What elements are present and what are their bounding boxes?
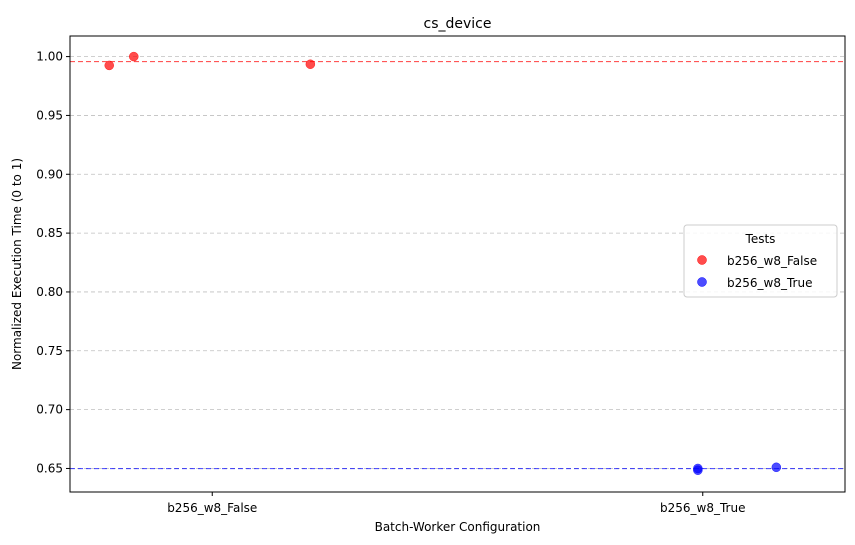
x-tick-label: b256_w8_False (167, 501, 257, 515)
y-tick-label: 0.75 (36, 344, 63, 358)
data-point (129, 51, 139, 62)
x-tick-label: b256_w8_True (660, 501, 745, 515)
data-point (104, 60, 114, 71)
scatter-points (104, 51, 782, 475)
legend-marker (697, 255, 707, 265)
legend-marker (697, 277, 707, 287)
x-axis-ticks: b256_w8_False b256_w8_True (167, 492, 745, 515)
y-axis-ticks: 0.65 0.70 0.75 0.80 0.85 0.90 0.95 1.00 (36, 50, 70, 475)
legend-label: b256_w8_True (727, 276, 812, 290)
legend-items: b256_w8_False b256_w8_True (697, 254, 817, 290)
y-tick-label: 0.70 (36, 403, 63, 417)
mean-lines (70, 61, 845, 470)
legend-title: Tests (745, 232, 776, 246)
legend-label: b256_w8_False (727, 254, 817, 268)
x-axis-label: Batch-Worker Configuration (375, 520, 541, 534)
data-point (693, 465, 703, 475)
data-point (771, 462, 782, 473)
y-tick-label: 0.90 (36, 167, 63, 181)
chart-title: cs_device (424, 16, 492, 32)
y-axis-label: Normalized Execution Time (0 to 1) (10, 158, 24, 370)
grid-lines (70, 56, 845, 469)
y-tick-label: 0.65 (36, 461, 63, 475)
legend: Tests b256_w8_False b256_w8_True (683, 224, 838, 298)
data-point (305, 59, 316, 69)
y-tick-label: 0.80 (36, 285, 63, 299)
y-tick-label: 0.85 (36, 226, 63, 240)
plot-frame (69, 35, 846, 493)
y-tick-label: 1.00 (36, 50, 63, 64)
legend-box (683, 224, 838, 298)
y-tick-label: 0.95 (36, 108, 63, 122)
